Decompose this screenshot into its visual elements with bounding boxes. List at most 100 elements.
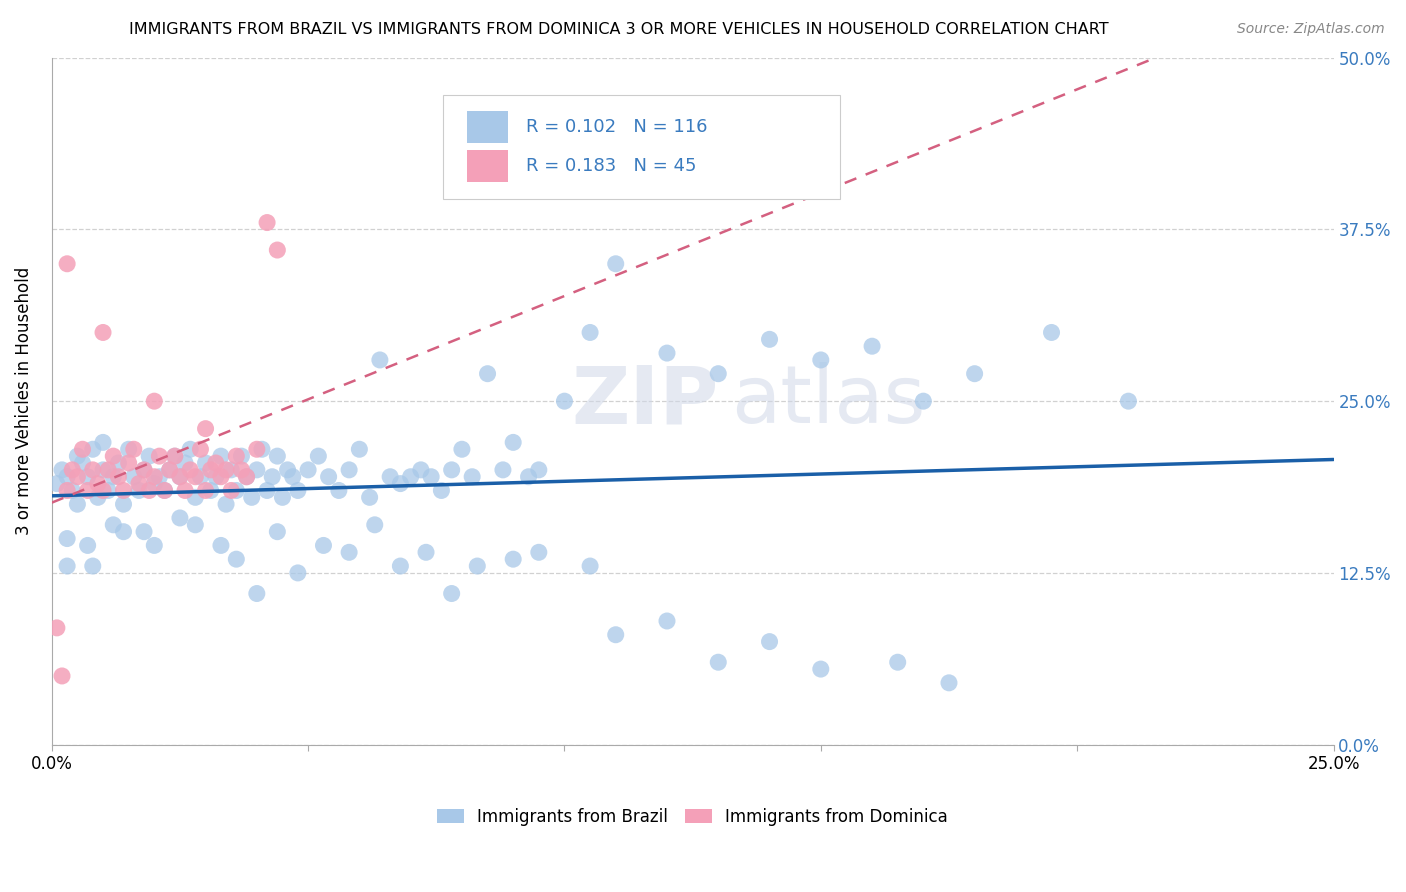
Point [60,463,83,477]
Point [51,463,73,477]
Point [430,483,453,498]
Point [246,586,269,600]
Point [194,456,217,470]
Point [707,367,730,381]
Point [378,469,401,483]
Point [122,442,145,457]
Point [758,634,780,648]
Point [368,353,391,368]
Point [553,394,575,409]
Point [204,469,226,483]
Point [256,215,278,229]
Point [225,449,247,463]
Point [440,586,463,600]
Point [122,469,145,483]
Point [72,456,94,470]
Point [262,469,284,483]
Text: atlas: atlas [731,362,925,440]
Point [143,476,166,491]
Point [502,552,524,566]
Point [209,449,232,463]
Point [277,463,299,477]
Point [169,511,191,525]
Point [118,442,141,457]
Point [56,483,79,498]
Point [200,463,222,477]
Point [103,469,125,483]
Point [307,449,329,463]
Point [159,463,181,477]
Point [810,662,832,676]
Point [194,483,217,498]
Point [184,517,207,532]
Text: Source: ZipAtlas.com: Source: ZipAtlas.com [1237,22,1385,37]
Point [231,463,253,477]
Point [45,621,67,635]
Point [143,469,166,483]
Point [963,367,986,381]
FancyBboxPatch shape [467,150,508,182]
Point [66,449,89,463]
Point [82,442,104,457]
Point [66,497,89,511]
Point [184,491,207,505]
Point [440,463,463,477]
Point [579,559,602,574]
Text: IMMIGRANTS FROM BRAZIL VS IMMIGRANTS FROM DOMINICA 3 OR MORE VEHICLES IN HOUSEHO: IMMIGRANTS FROM BRAZIL VS IMMIGRANTS FRO… [129,22,1108,37]
Point [281,469,304,483]
Point [328,483,350,498]
Point [138,449,160,463]
Point [190,469,212,483]
Point [235,469,257,483]
Point [97,483,120,498]
Point [349,442,371,457]
Point [112,483,135,498]
Point [318,469,340,483]
Point [91,463,114,477]
Point [337,545,360,559]
Point [337,463,360,477]
Point [225,483,247,498]
Point [163,449,186,463]
Text: R = 0.183   N = 45: R = 0.183 N = 45 [526,157,696,175]
Point [758,332,780,346]
Point [91,435,114,450]
Point [266,524,288,539]
Point [579,326,602,340]
Point [938,676,960,690]
Point [169,469,191,483]
Point [389,559,412,574]
Point [399,469,422,483]
Point [128,476,150,491]
Point [82,463,104,477]
Point [87,476,110,491]
Point [605,628,627,642]
Point [72,442,94,457]
Point [527,463,550,477]
Point [655,614,678,628]
Point [235,469,257,483]
Point [91,326,114,340]
Point [132,524,155,539]
Point [231,449,253,463]
Point [477,367,499,381]
Point [107,456,129,470]
Point [174,456,197,470]
Point [225,552,247,566]
Point [409,463,432,477]
Point [138,483,160,498]
Point [60,483,83,498]
FancyBboxPatch shape [443,95,839,199]
Point [364,517,387,532]
Point [200,483,222,498]
Text: ZIP: ZIP [571,362,718,440]
Point [76,483,98,498]
Point [179,442,201,457]
Point [159,463,181,477]
Point [517,469,540,483]
Point [287,483,309,498]
Point [107,469,129,483]
Point [169,469,191,483]
Point [190,442,212,457]
Point [103,517,125,532]
